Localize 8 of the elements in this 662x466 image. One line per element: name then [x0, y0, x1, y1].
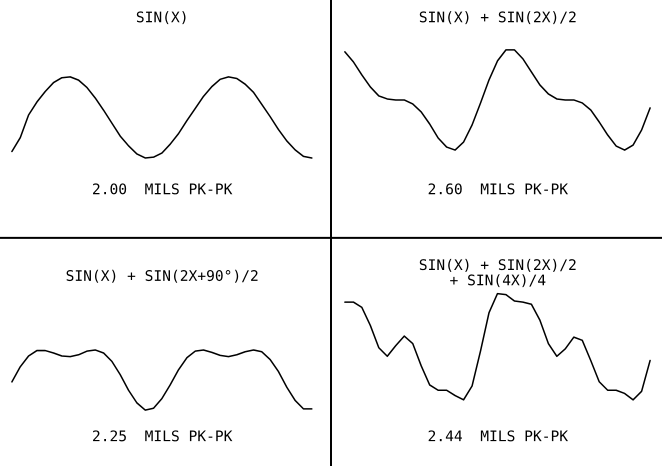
chart-title: SIN(X) + SIN(2X)/2 + SIN(4X)/4 [420, 258, 576, 288]
text: 2.25 MILS PK-PK [93, 430, 232, 442]
text: 2.60 MILS PK-PK [428, 183, 568, 194]
text: 2.00 MILS PK-PK [93, 183, 232, 194]
chart-title: SIN(X) + SIN(2X)/2 [420, 11, 576, 24]
chart-title: SIN(X) + SIN(2X+90°)/2 [66, 270, 258, 283]
text: 2.44 MILS PK-PK [428, 430, 568, 442]
chart-title: SIN(X) [136, 11, 186, 24]
